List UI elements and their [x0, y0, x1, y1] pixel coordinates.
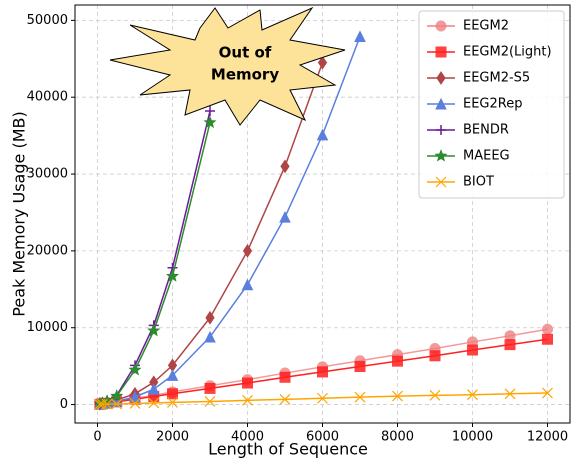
legend-label: BENDR	[463, 123, 509, 138]
y-tick-label: 40000	[27, 90, 68, 105]
chart: Out of Memory Length of Sequence Peak Me…	[0, 0, 572, 458]
marker	[430, 351, 440, 361]
marker	[543, 334, 553, 344]
x-tick-label: 0	[93, 430, 101, 445]
marker	[505, 340, 515, 350]
series-line	[100, 63, 323, 404]
marker	[318, 130, 328, 140]
annotation: Memory	[211, 66, 279, 84]
legend-label: EEGM2	[463, 19, 509, 34]
series-line	[100, 123, 210, 404]
marker	[205, 106, 215, 116]
marker	[543, 324, 553, 334]
marker	[243, 378, 253, 388]
legend-label: BIOT	[463, 175, 494, 190]
x-tick-label: 12000	[527, 430, 568, 445]
marker	[436, 47, 446, 57]
legend-label: MAEEG	[463, 149, 510, 164]
marker	[205, 383, 215, 393]
legend-label: EEG2Rep	[463, 97, 522, 112]
y-tick-label: 50000	[27, 13, 68, 28]
marker	[168, 389, 178, 399]
marker	[393, 356, 403, 366]
marker	[205, 332, 215, 342]
marker	[243, 280, 253, 290]
x-tick-label: 8000	[381, 430, 414, 445]
marker	[318, 367, 328, 377]
x-tick-label: 4000	[231, 430, 264, 445]
marker	[355, 362, 365, 372]
marker	[436, 21, 446, 31]
y-tick-label: 30000	[27, 167, 68, 182]
legend-label: EEGM2(Light)	[463, 45, 552, 60]
marker	[468, 345, 478, 355]
marker	[281, 160, 289, 172]
y-tick-label: 10000	[27, 320, 68, 335]
marker	[280, 372, 290, 382]
y-tick-label: 20000	[27, 243, 68, 258]
annotation: Out of	[219, 44, 272, 62]
marker	[355, 32, 365, 42]
series-line	[100, 111, 210, 404]
marker	[280, 212, 290, 222]
x-tick-label: 10000	[452, 430, 493, 445]
x-tick-label: 6000	[306, 430, 339, 445]
legend-label: EEGM2-S5	[463, 71, 530, 86]
y-tick-label: 0	[60, 397, 68, 412]
x-tick-label: 2000	[156, 430, 189, 445]
y-axis-label: Peak Memory Usage (MB)	[10, 111, 29, 316]
